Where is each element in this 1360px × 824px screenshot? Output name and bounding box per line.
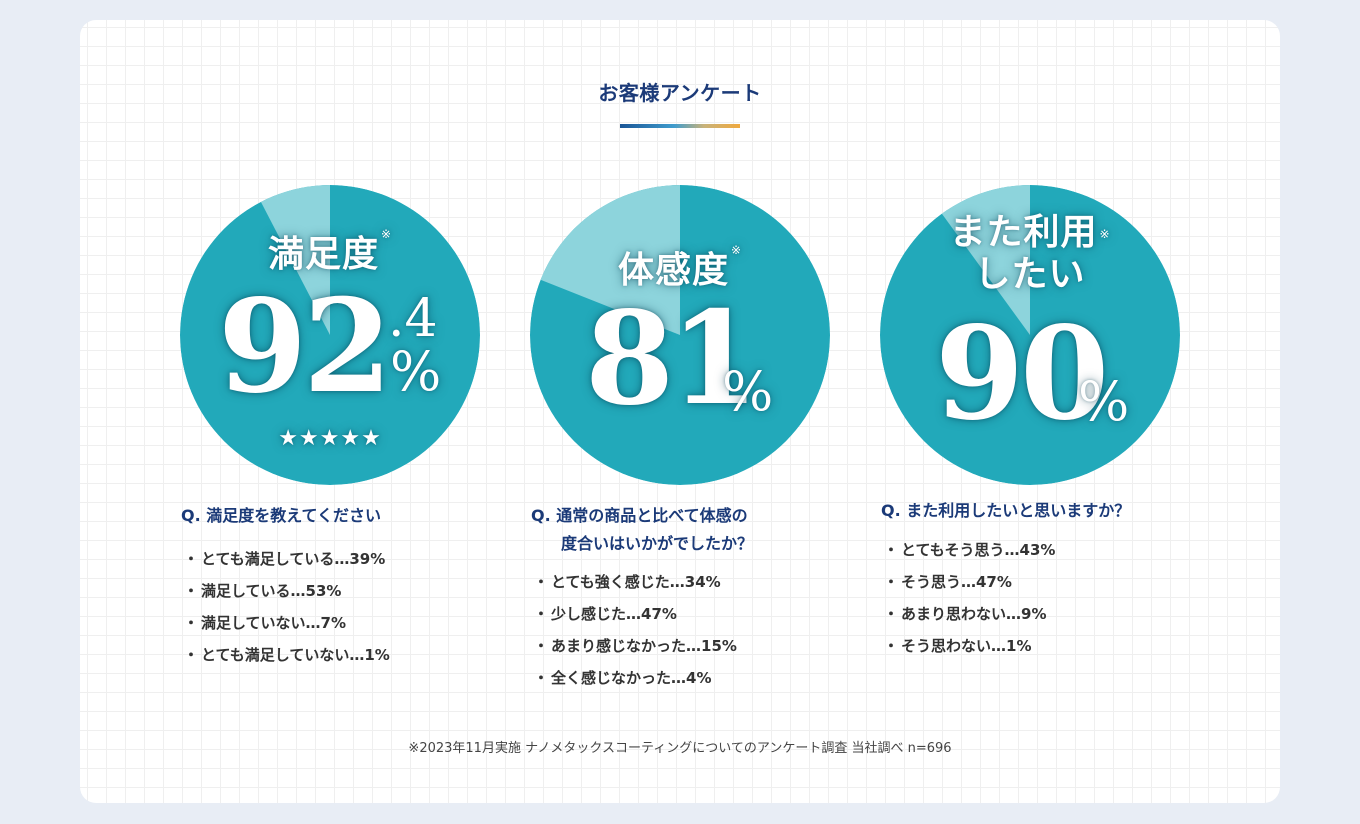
pie-label-line2: したい xyxy=(974,253,1086,295)
pie-chart-satisfaction: 満足度 ※ 92 .4 % ★★★★★ xyxy=(180,185,480,485)
answers-feeling: ・とても強く感じた…34% ・少し感じた…47% ・あまり感じなかった…15% … xyxy=(531,566,737,694)
list-item: ・とても強く感じた…34% xyxy=(533,573,721,591)
question-satisfaction: Q. 満足度を教えてください xyxy=(181,506,381,525)
five-stars-icon: ★★★★★ xyxy=(278,426,382,451)
pie-chart-reuse: また利用 ※ したい 90 % xyxy=(880,185,1180,485)
pie-svg xyxy=(880,185,1180,485)
list-item: ・少し感じた…47% xyxy=(533,605,677,623)
answers-reuse: ・とてもそう思う…43% ・そう思う…47% ・あまり思わない…9% ・そう思わ… xyxy=(881,534,1055,662)
list-item: ・とても満足していない…1% xyxy=(183,646,390,664)
footnote: ※2023年11月実施 ナノメタックスコーティングについてのアンケート調査 当社… xyxy=(408,741,952,756)
pie-label: 体感度 xyxy=(617,249,729,291)
percent-sign: % xyxy=(722,360,774,423)
pie-chart-feeling: 体感度 ※ 81 % xyxy=(530,185,830,485)
percent-sign: % xyxy=(390,340,442,403)
list-item: ・あまり感じなかった…15% xyxy=(533,637,737,655)
pie-svg xyxy=(180,185,480,485)
pie-label-line1: また利用 xyxy=(949,211,1098,253)
list-item: ・全く感じなかった…4% xyxy=(533,669,712,687)
value-decimal: .4 xyxy=(388,289,438,349)
value-integer: 92 xyxy=(218,272,392,422)
percent-sign: % xyxy=(1078,370,1130,433)
list-item: ・満足している…53% xyxy=(183,582,342,600)
value-integer: 81 xyxy=(585,284,759,434)
question-reuse: Q. また利用したいと思いますか？ xyxy=(881,501,1131,520)
list-item: ・そう思う…47% xyxy=(883,573,1012,591)
list-item: ・満足していない…7% xyxy=(183,614,347,632)
page-title: お客様アンケート xyxy=(598,81,762,105)
list-item: ・とてもそう思う…43% xyxy=(883,541,1056,559)
question-feeling: Q. 通常の商品と比べて体感の 度合いはいかがでしたか？ xyxy=(531,506,754,553)
list-item: ・そう思わない…1% xyxy=(883,637,1032,655)
value-integer: 90 xyxy=(935,299,1109,449)
answers-satisfaction: ・とても満足している…39% ・満足している…53% ・満足していない…7% ・… xyxy=(181,543,390,671)
list-item: ・とても満足している…39% xyxy=(183,550,386,568)
title-underline xyxy=(620,124,740,128)
pie-label: 満足度 xyxy=(267,233,379,275)
pie-svg xyxy=(530,185,830,485)
list-item: ・あまり思わない…9% xyxy=(883,605,1047,623)
